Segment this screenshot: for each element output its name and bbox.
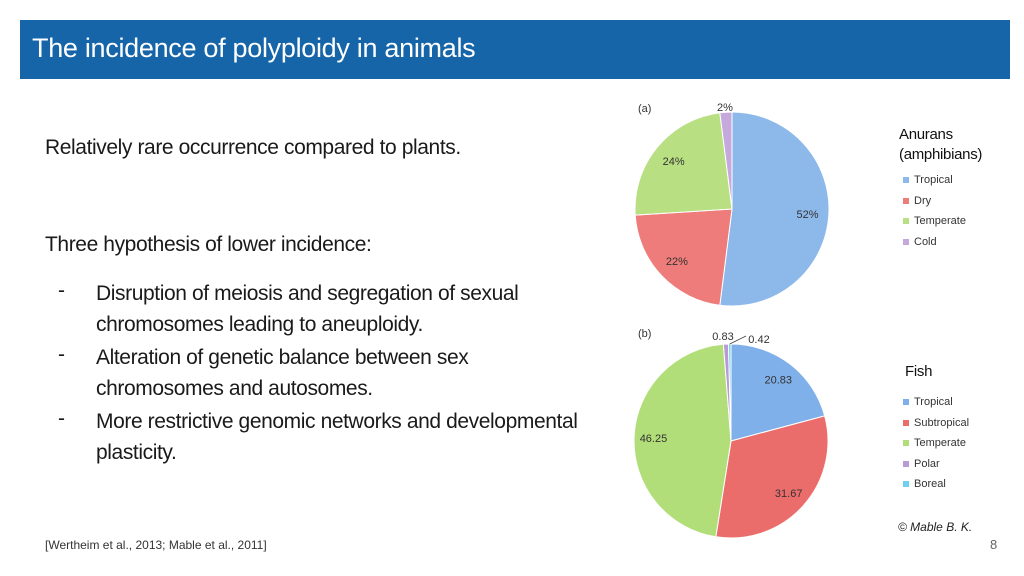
intro-text: Relatively rare occurrence compared to p… — [45, 136, 461, 159]
legend-item: Temperate — [903, 211, 966, 232]
legend-swatch — [903, 197, 909, 204]
bullet-text: More restrictive genomic networks and de… — [96, 410, 578, 464]
legend-item: Dry — [903, 191, 966, 212]
group-title-line: Anurans — [899, 126, 953, 143]
legend-label: Boreal — [914, 478, 946, 490]
legend-fish: Tropical Subtropical Temperate Polar Boreal — [903, 392, 969, 495]
legend-swatch — [903, 177, 909, 183]
bullet-marker: - — [58, 407, 65, 430]
group-title-fish: Fish — [905, 363, 933, 380]
bullet-text: Disruption of meiosis and segregation of… — [96, 282, 519, 336]
legend-swatch — [903, 419, 909, 426]
list-item: - More restrictive genomic networks and … — [58, 406, 598, 468]
legend-swatch — [903, 399, 909, 405]
pie-slice-tropical — [719, 111, 830, 307]
legend-item: Polar — [903, 454, 969, 475]
legend-swatch — [903, 481, 909, 487]
page-number: 8 — [990, 537, 998, 552]
slice-value-label: 31.67 — [775, 488, 803, 500]
legend-item: Subtropical — [903, 413, 969, 434]
copyright-note: © Mable B. K. — [898, 520, 973, 534]
hypothesis-heading: Three hypothesis of lower incidence: — [45, 233, 372, 256]
legend-item: Temperate — [903, 433, 969, 454]
reference-citation: [Wertheim et al., 2013; Mable et al., 20… — [45, 538, 267, 552]
bullet-text: Alteration of genetic balance between se… — [96, 346, 469, 400]
slice-value-label: 20.83 — [764, 374, 792, 386]
bullet-marker: - — [58, 279, 65, 302]
group-title-line: (amphibians) — [899, 146, 983, 163]
pie-slice-cold — [719, 111, 733, 210]
pie-slice-temperate — [634, 112, 733, 216]
pie-slice-subtropical — [715, 415, 829, 539]
slice-value-label: 22% — [666, 256, 688, 268]
pie-slice-temperate — [633, 343, 732, 538]
legend-item: Tropical — [903, 392, 969, 413]
slice-value-label: 0.42 — [748, 334, 769, 346]
slice-value-label: 2% — [717, 102, 733, 114]
legend-item: Cold — [903, 232, 966, 253]
slice-value-label: 46.25 — [640, 433, 668, 445]
legend-item: Tropical — [903, 170, 966, 191]
legend-swatch — [903, 460, 909, 467]
legend-swatch — [903, 440, 909, 446]
legend-label: Temperate — [914, 437, 966, 449]
group-title-anurans: Anurans (amphibians) — [899, 125, 982, 165]
legend-label: Dry — [914, 194, 932, 207]
leader-line — [729, 335, 747, 345]
slice-value-label: 52% — [796, 209, 818, 221]
slice-value-label: 24% — [663, 156, 685, 168]
legend-label: Tropical — [914, 174, 953, 186]
slice-value-label: 0.83 — [712, 331, 733, 343]
legend-anurans: Tropical Dry Temperate Cold — [903, 170, 966, 252]
legend-item: Boreal — [903, 474, 969, 495]
legend-swatch — [903, 238, 909, 245]
slide-title: The incidence of polyploidy in animals — [32, 33, 476, 63]
list-item: - Disruption of meiosis and segregation … — [58, 278, 598, 340]
legend-label: Tropical — [914, 396, 953, 408]
panel-label-a: (a) — [638, 103, 652, 115]
pie-slice-tropical — [730, 343, 826, 442]
pie-slice-dry — [634, 208, 733, 306]
bullet-marker: - — [58, 343, 65, 366]
legend-label: Cold — [914, 235, 937, 248]
panel-label-b: (b) — [638, 328, 652, 340]
legend-label: Temperate — [914, 215, 966, 227]
list-item: - Alteration of genetic balance between … — [58, 342, 598, 404]
title-bar: The incidence of polyploidy in animals — [20, 20, 1010, 79]
legend-label: Polar — [914, 457, 940, 470]
legend-label: Subtropical — [914, 416, 970, 429]
legend-swatch — [903, 218, 909, 224]
hypothesis-list: - Disruption of meiosis and segregation … — [58, 278, 598, 470]
